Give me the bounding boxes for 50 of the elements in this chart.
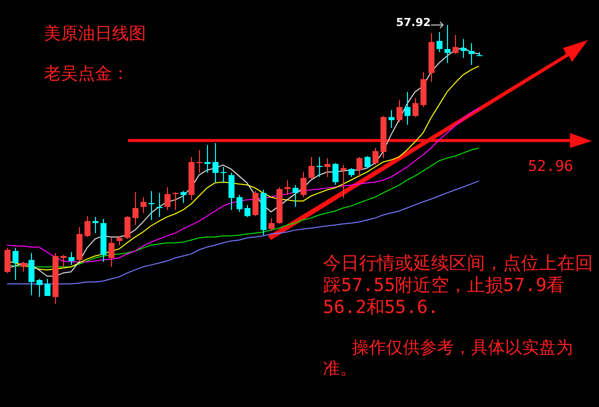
candlestick — [204, 144, 210, 174]
annotation: 57.92 — [396, 16, 432, 30]
annotation: 今日行情或延续区间，点位上在回踩57.55附近空，止损57.9看56.2和55.6. — [323, 253, 594, 319]
candlestick — [228, 172, 234, 210]
chart-title: 美原油日线图 — [44, 23, 146, 45]
candlestick — [284, 180, 290, 196]
candlestick — [236, 194, 242, 212]
candlestick — [84, 216, 90, 238]
candlestick — [444, 24, 450, 64]
candlestick — [396, 100, 402, 123]
candlestick — [364, 156, 370, 169]
candlestick — [436, 31, 442, 53]
candlestick — [404, 91, 410, 126]
candlestick — [300, 172, 306, 198]
candlestick — [124, 216, 130, 240]
candlestick — [332, 162, 338, 186]
candlestick — [452, 34, 458, 55]
candlestick — [164, 186, 170, 210]
candlestick — [324, 158, 330, 178]
candlestick — [268, 218, 274, 232]
candlestick — [252, 190, 258, 217]
text: 操作仅供参考，具体以实盘为准。 — [323, 338, 574, 380]
candlestick — [116, 235, 122, 246]
text: 52.96 — [528, 157, 574, 175]
candlestick — [4, 247, 10, 274]
candlestick — [108, 237, 114, 268]
candlestick — [36, 278, 42, 298]
candlestick — [292, 184, 298, 208]
candlestick — [372, 148, 378, 166]
candlestick — [132, 192, 138, 226]
candlestick — [212, 142, 218, 184]
candlestick — [60, 254, 66, 269]
text: 老吴点金： — [44, 63, 129, 85]
candlestick — [388, 110, 394, 128]
candlestick — [244, 204, 250, 218]
candlestick — [28, 252, 34, 296]
candlestick — [140, 196, 146, 214]
candlestick — [468, 42, 474, 66]
candlestick — [460, 38, 466, 58]
candlestick — [180, 190, 186, 204]
candlestick — [220, 166, 226, 184]
candlestick — [92, 216, 98, 234]
candlestick — [68, 252, 74, 266]
candlestick — [412, 98, 418, 118]
candlestick — [44, 278, 50, 296]
candlestick — [308, 156, 314, 180]
candlestick — [12, 247, 18, 281]
candlestick — [340, 164, 346, 198]
candlestick — [20, 261, 26, 272]
candlestick — [356, 156, 362, 178]
